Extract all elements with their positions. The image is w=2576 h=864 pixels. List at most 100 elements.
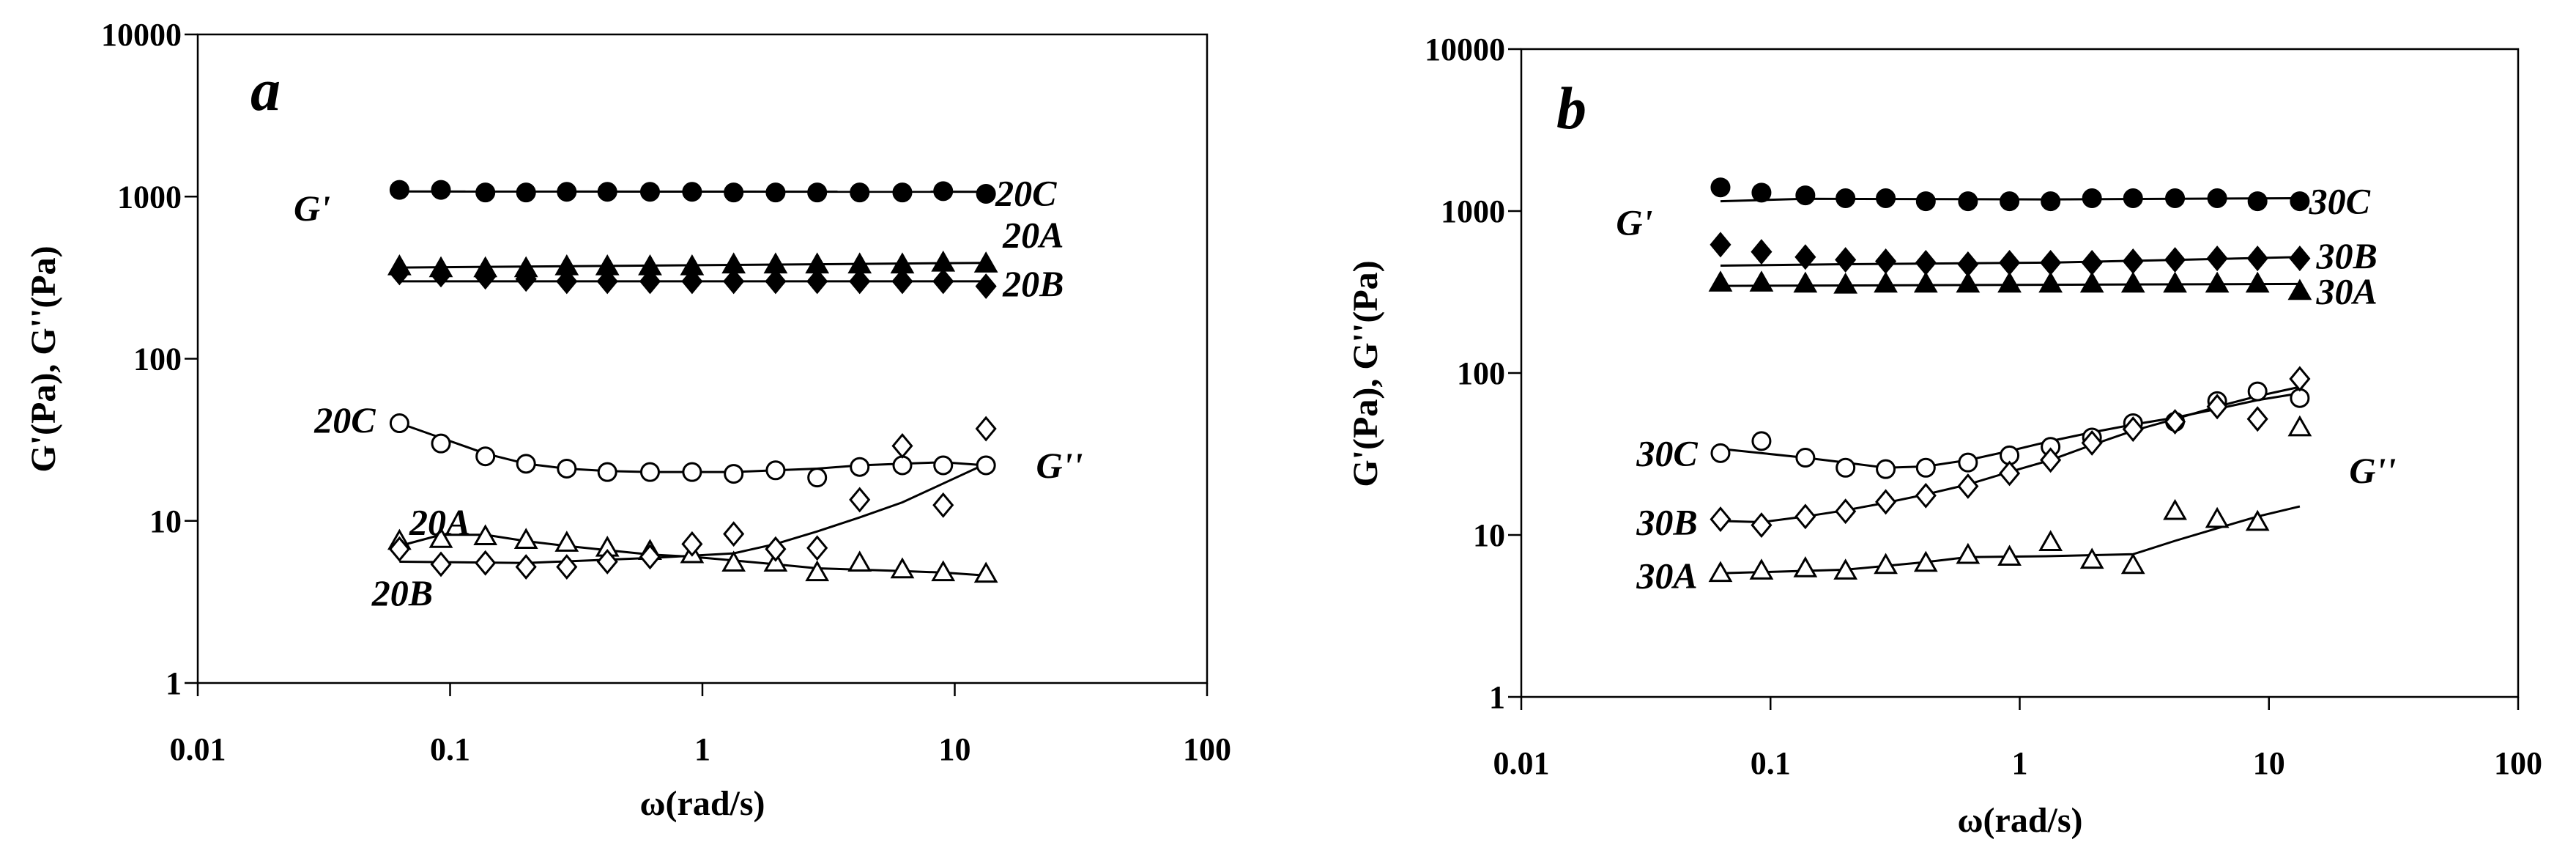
data-point-30C (1751, 182, 1772, 203)
annotation-label: 20B (371, 572, 433, 613)
data-point-30A (2120, 553, 2145, 575)
data-point-20C (431, 433, 451, 454)
data-point-20A (473, 524, 498, 546)
data-point-30B (1794, 503, 1816, 530)
data-point-20B (388, 259, 410, 286)
panel-a: a ω(rad/s) G'(Pa), G''(Pa) 0.01 0.1 1 10 100… (24, 17, 1231, 823)
data-point-20B (806, 268, 828, 295)
y-tick-label: 10 (1473, 517, 1505, 553)
data-point-20B (891, 268, 913, 295)
data-point-30B (2081, 429, 2103, 456)
data-point-20B (932, 492, 954, 518)
x-tick-label: 1 (2012, 745, 2028, 781)
data-point-20C (765, 182, 786, 203)
data-point-20B (806, 535, 828, 561)
data-point-20A (721, 550, 746, 572)
data-point-30B (2289, 245, 2311, 272)
data-point-30C (1836, 188, 1856, 209)
x-tick-label: 10 (2253, 745, 2285, 781)
data-point-30B (1751, 239, 1773, 265)
data-point-20B (975, 416, 997, 442)
data-point-30A (1833, 272, 1858, 294)
data-point-20C (807, 182, 828, 203)
x-tick-label: 0.01 (1493, 745, 1550, 781)
data-point-30B (2164, 247, 2186, 273)
data-point-30B (2289, 366, 2311, 392)
data-point-30A (2287, 415, 2312, 437)
x-axis-title: ω(rad/s) (1957, 801, 2082, 840)
data-point-20C (976, 183, 996, 204)
data-point-20C (516, 454, 536, 474)
data-point-30C (1836, 457, 1856, 478)
data-point-30B (1835, 498, 1857, 525)
data-point-20A (973, 561, 998, 583)
y-tick-label: 1000 (1441, 193, 1505, 229)
annotation-label: G' (294, 188, 330, 229)
annotation-label: 20B (1002, 263, 1064, 304)
annotation-label: 30B (1636, 502, 1697, 543)
data-point-20C (389, 413, 409, 434)
data-point-20C (639, 182, 660, 202)
annotation-label: 30A (1636, 555, 1697, 597)
data-point-30C (2165, 188, 2186, 209)
data-point-30B (1751, 512, 1773, 539)
data-point-20B (765, 536, 787, 562)
data-point-30C (1876, 188, 1896, 209)
data-point-30C (1710, 443, 1731, 463)
data-point-30B (2164, 409, 2186, 435)
data-point-20B (932, 268, 954, 295)
data-point-20B (515, 554, 537, 580)
data-point-20B (430, 262, 452, 288)
data-point-30B (2206, 245, 2228, 272)
data-point-20C (892, 455, 913, 476)
annotation-label: 20C (995, 173, 1057, 214)
x-tick-label: 0.1 (1751, 745, 1791, 781)
y-axis-title: G'(Pa), G''(Pa) (1346, 260, 1385, 487)
y-tick-labels: 1 10 100 1000 10000 (101, 17, 182, 701)
data-point-20B (849, 268, 871, 295)
data-point-20B (388, 536, 410, 562)
data-point-30B (2246, 245, 2268, 272)
data-point-20C (933, 181, 954, 202)
y-tick-label: 1 (1489, 679, 1505, 715)
data-point-20C (475, 182, 496, 203)
data-point-20B (723, 268, 745, 295)
data-point-30A (2163, 271, 2187, 293)
data-point-30B (2206, 394, 2228, 420)
data-point-20B (475, 550, 497, 576)
y-tick-label: 10000 (101, 17, 182, 53)
data-point-30C (2207, 188, 2227, 209)
tick-marks (185, 33, 1209, 696)
data-point-30C (2000, 191, 2020, 212)
data-point-30C (1876, 459, 1896, 479)
data-point-20B (596, 549, 618, 575)
data-point-20A (931, 560, 956, 582)
data-point-20C (850, 457, 870, 477)
data-point-20B (430, 551, 452, 577)
data-point-30A (1749, 558, 1774, 580)
annotation-label: 20C (313, 399, 376, 440)
data-point-30A (1833, 558, 1858, 580)
fit-line-20B (399, 462, 987, 564)
x-tick-label: 100 (1183, 731, 1231, 767)
y-tick-label: 10000 (1425, 32, 1505, 67)
annotation-label: 20A (409, 502, 470, 543)
data-point-30A (2205, 506, 2230, 528)
data-point-30A (1708, 270, 1733, 292)
y-tick-label: 1000 (117, 179, 182, 215)
data-point-30B (2246, 406, 2268, 432)
data-point-20C (807, 468, 828, 488)
data-point-30A (2205, 271, 2230, 293)
data-point-20C (431, 180, 451, 200)
data-point-30A (1874, 553, 1898, 575)
data-point-20C (892, 182, 913, 203)
data-point-20A (554, 531, 579, 552)
annotation-label: G' (1616, 202, 1652, 243)
annotation-label: 30C (2309, 181, 2371, 222)
data-point-30C (1958, 452, 1978, 473)
data-point-30B (1710, 232, 1731, 258)
data-point-20B (639, 268, 661, 295)
data-points (387, 180, 998, 583)
